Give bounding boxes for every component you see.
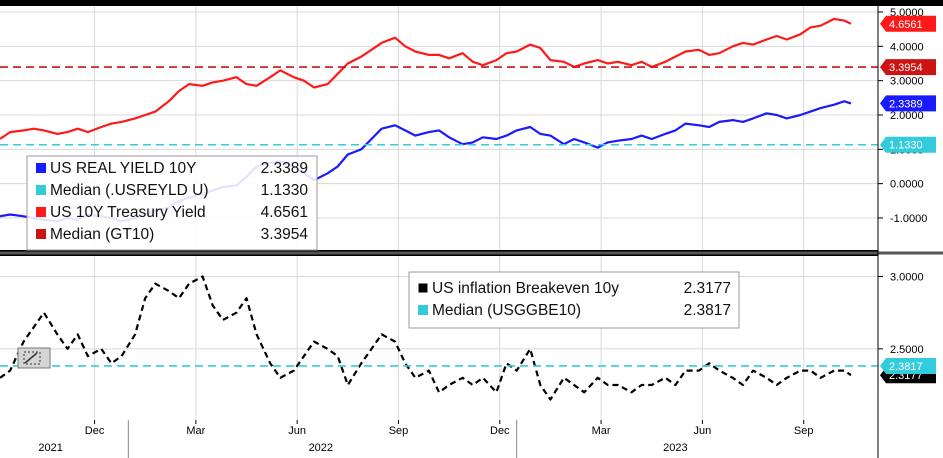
y-tick-label: 0.0000 [890, 179, 924, 191]
legend-swatch [36, 163, 46, 173]
legend-entry: Median (GT10) 3.3954 [36, 226, 308, 243]
x-tick-label: Jun [694, 425, 712, 437]
y-tick-label: 2.0000 [890, 110, 924, 122]
legend-swatch [36, 207, 46, 217]
legend-label: Median (GT10) [50, 226, 154, 243]
y-tick-label: 3.0000 [890, 76, 924, 88]
x-year-label: 2021 [38, 442, 62, 454]
series-line [0, 275, 852, 401]
legend-label: US REAL YIELD 10Y [50, 160, 196, 177]
legend-entry: Median (USGGBE10) 2.3817 [418, 302, 731, 319]
y-axis-top: 5.00004.00003.00002.00001.00000.0000-1.0… [878, 7, 936, 225]
legend-label: US 10Y Treasury Yield [50, 204, 206, 221]
series-bottom [0, 275, 878, 401]
x-tick-label: Dec [490, 425, 510, 437]
x-tick-label: Sep [389, 425, 409, 437]
legend-entry: US 10Y Treasury Yield 4.6561 [36, 204, 308, 221]
legend-bottom-box [408, 271, 740, 329]
last-value-label: 4.6561 [889, 19, 923, 31]
legend-bottom: US inflation Breakeven 10y 2.3177 Median (… [408, 271, 740, 329]
legend-value: 2.3817 [684, 302, 731, 319]
date-axis-background [0, 420, 878, 458]
zoom-icon [23, 351, 41, 365]
legend-swatch [417, 282, 429, 294]
last-value-tag: 2.3389 [880, 95, 936, 112]
x-tick-label: Sep [794, 425, 814, 437]
last-value-label: 2.3817 [889, 361, 923, 373]
y-tick-label: 2.5000 [890, 344, 924, 356]
y-tick-label: 3.0000 [890, 271, 924, 283]
legend-value: 1.1330 [261, 182, 309, 199]
x-tick-label: Dec [85, 425, 105, 437]
x-year-label: 2023 [663, 442, 687, 454]
legend-label: Median (.USREYLD U) [50, 182, 209, 199]
legend-swatch [36, 229, 46, 239]
last-value-tag: 3.3954 [880, 59, 936, 76]
x-tick-label: Mar [186, 425, 205, 437]
legend-value: 3.3954 [261, 226, 309, 243]
last-value-tag: 1.1330 [880, 136, 936, 153]
zoom-control-box[interactable] [17, 347, 51, 369]
last-value-tag: 4.6561 [880, 15, 936, 32]
legend-value: 4.6561 [261, 204, 308, 221]
date-axis: Dec Mar Jun Sep Dec Mar Jun Sep 2021 2022 2023 [38, 420, 813, 458]
legend-label: US inflation Breakeven 10y [432, 280, 619, 297]
x-year-label: 2022 [309, 442, 333, 454]
series-line [0, 17, 852, 140]
last-value-label: 1.1330 [889, 140, 923, 152]
last-value-label: 3.3954 [889, 62, 923, 74]
legend-top: US REAL YIELD 10Y 2.3389 Median (.USREYLD … [26, 155, 318, 251]
legend-entry: Median (.USREYLD U) 1.1330 [36, 182, 308, 199]
y-tick-label: -1.0000 [890, 213, 927, 225]
legend-top-box [26, 155, 318, 251]
legend-entry: US REAL YIELD 10Y 2.3389 [36, 160, 308, 177]
legend-swatch [36, 185, 46, 195]
legend-value: 2.3389 [261, 160, 308, 177]
last-value-tag: 2.3817 [880, 357, 936, 374]
legend-swatch [418, 305, 428, 315]
zoom-control[interactable] [17, 347, 51, 369]
last-value-label: 2.3389 [889, 98, 923, 110]
legend-value: 2.3177 [684, 280, 731, 297]
y-tick-label: 4.0000 [890, 41, 924, 53]
legend-entry: US inflation Breakeven 10y 2.3177 [417, 280, 731, 297]
legend-label: Median (USGGBE10) [432, 302, 581, 319]
x-tick-label: Jun [288, 425, 306, 437]
x-tick-label: Mar [592, 425, 611, 437]
